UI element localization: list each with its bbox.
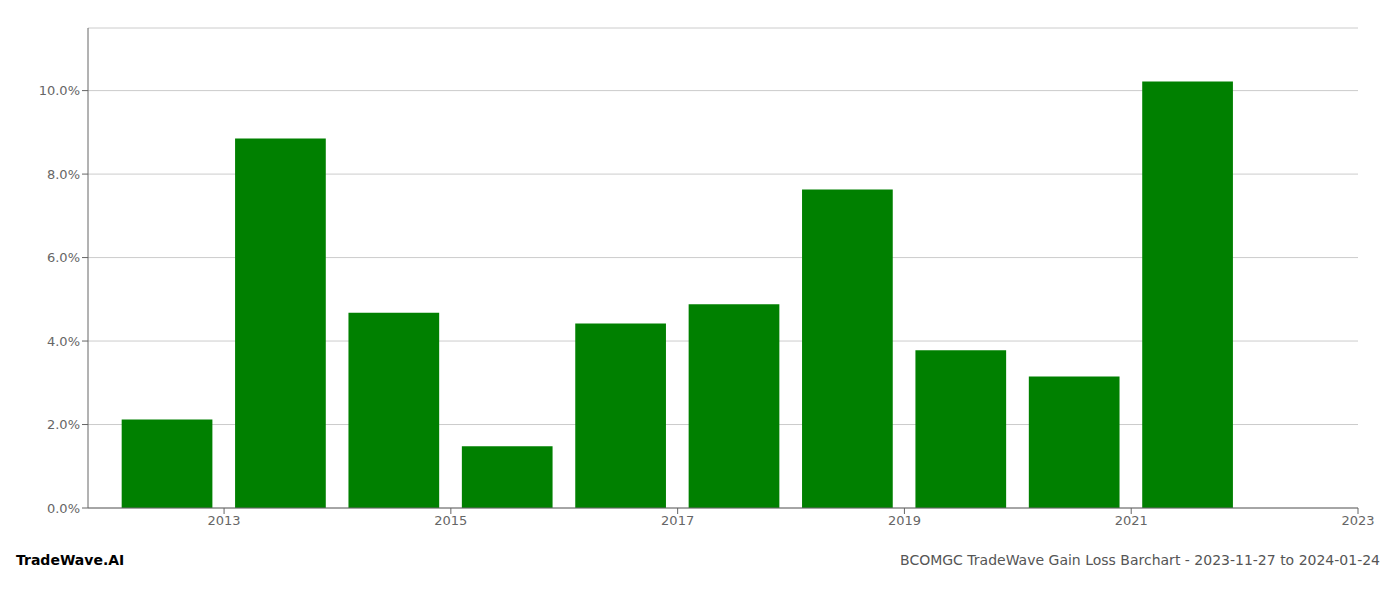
svg-text:2013: 2013: [208, 513, 241, 528]
svg-text:10.0%: 10.0%: [39, 83, 80, 98]
svg-text:0.0%: 0.0%: [47, 501, 80, 516]
html-text:BCOMGC TradeWave Gain Loss Bar: BCOMGC TradeWave Gain Loss Barchart - 20…: [900, 552, 1380, 568]
svg-text:8.0%: 8.0%: [47, 167, 80, 182]
svg-text:2017: 2017: [661, 513, 694, 528]
svg-text:2015: 2015: [434, 513, 467, 528]
svg-text:4.0%: 4.0%: [47, 334, 80, 349]
svg-text:2.0%: 2.0%: [47, 417, 80, 432]
svg-text:6.0%: 6.0%: [47, 250, 80, 265]
svg-text:2021: 2021: [1115, 513, 1148, 528]
html-text:TradeWave.AI: TradeWave.AI: [16, 552, 125, 568]
svg-text:2019: 2019: [888, 513, 921, 528]
svg-text:2023: 2023: [1341, 513, 1374, 528]
